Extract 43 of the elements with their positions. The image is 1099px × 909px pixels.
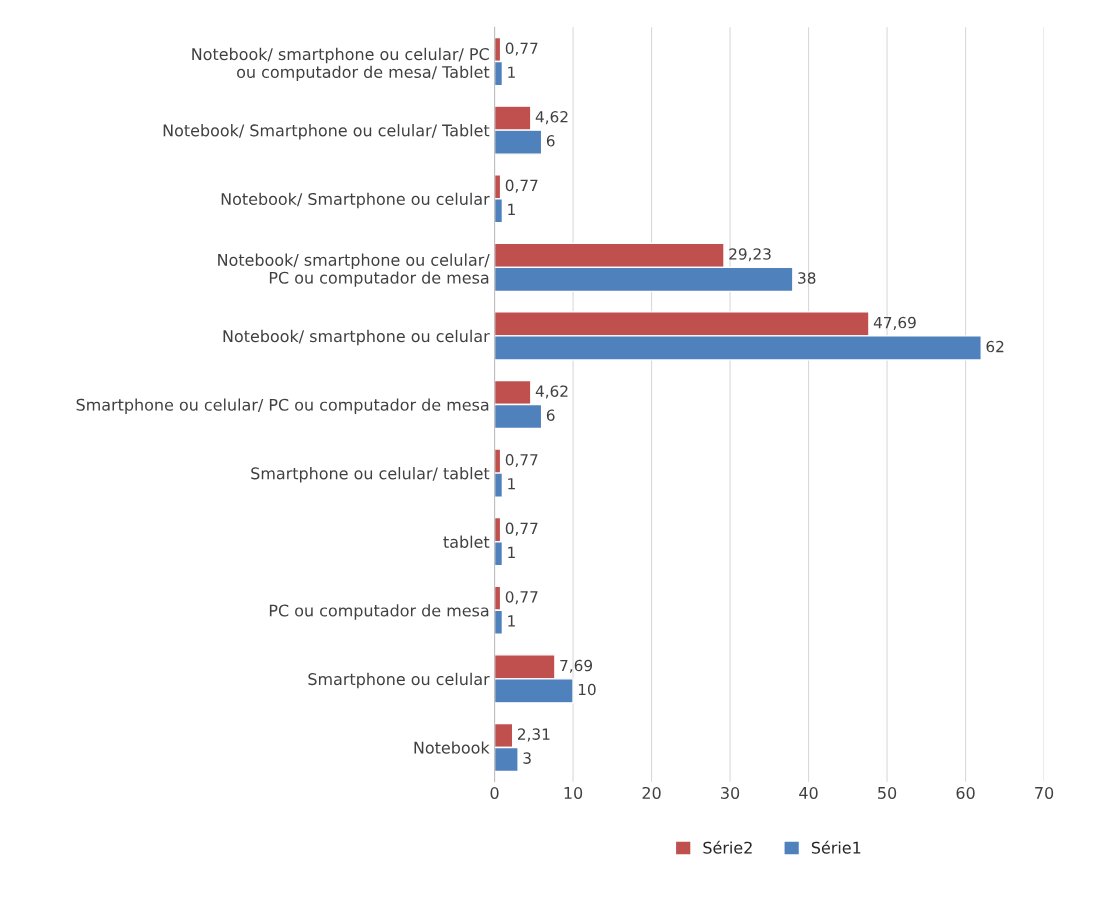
x-tick-label: 0	[490, 786, 499, 799]
data-label: 1	[508, 615, 515, 627]
data-label: 6	[546, 409, 555, 421]
data-label: 2,31	[517, 728, 550, 742]
y-tick-label: Smartphone ou celular	[308, 672, 490, 689]
y-tick-label: Notebook/ Smartphone ou celular/ Tablet	[163, 124, 490, 140]
data-label: 6	[546, 135, 555, 147]
y-tick-label: tablet	[443, 535, 490, 548]
y-tick-label: Notebook/ smartphone ou celular/ PC ou computador de mesa/ Tablet	[192, 47, 490, 82]
data-label: 38	[798, 272, 816, 284]
data-label: 3	[523, 752, 531, 764]
data-label: 4,62	[535, 111, 568, 125]
x-tick-label: 60	[956, 786, 975, 799]
data-label: 0,77	[505, 179, 538, 193]
y-tick-label: PC ou computador de mesa	[269, 604, 489, 620]
data-label: 0,77	[505, 591, 538, 605]
data-label: 1	[508, 66, 515, 78]
data-label: 0,77	[505, 453, 538, 468]
x-tick-label: 40	[799, 786, 818, 799]
legend-label: Série1	[811, 840, 861, 854]
x-tick-label: 50	[878, 786, 897, 799]
data-label: 62	[986, 340, 1004, 353]
data-label: 1	[508, 546, 515, 558]
x-tick-label: 10	[564, 786, 583, 799]
data-label: 47,69	[873, 316, 916, 330]
x-tick-label: 70	[1035, 786, 1054, 799]
data-label: 0,77	[505, 522, 538, 536]
data-label: 1	[508, 203, 515, 215]
data-label: 10	[578, 683, 596, 696]
y-tick-label: Notebook/ smartphone ou celular/ PC ou computador de mesa	[218, 253, 490, 287]
x-tick-label: 30	[721, 786, 740, 799]
x-tick-label: 20	[642, 786, 661, 799]
data-label: 4,62	[535, 385, 568, 399]
y-tick-label: Notebook/ smartphone ou celular	[223, 329, 490, 346]
y-tick-label: Notebook/ Smartphone ou celular	[221, 192, 490, 209]
y-tick-label: Smartphone ou celular/ tablet	[251, 467, 490, 483]
legend-label: Série2	[703, 840, 752, 854]
data-label: 1	[508, 478, 515, 490]
data-label: 0,77	[505, 42, 538, 56]
y-tick-label: Notebook	[414, 741, 490, 754]
data-label: 29,23	[729, 248, 771, 262]
y-tick-label: Smartphone ou celular/ PC ou computador de mesa	[76, 398, 489, 414]
data-label: 7,69	[560, 659, 593, 673]
